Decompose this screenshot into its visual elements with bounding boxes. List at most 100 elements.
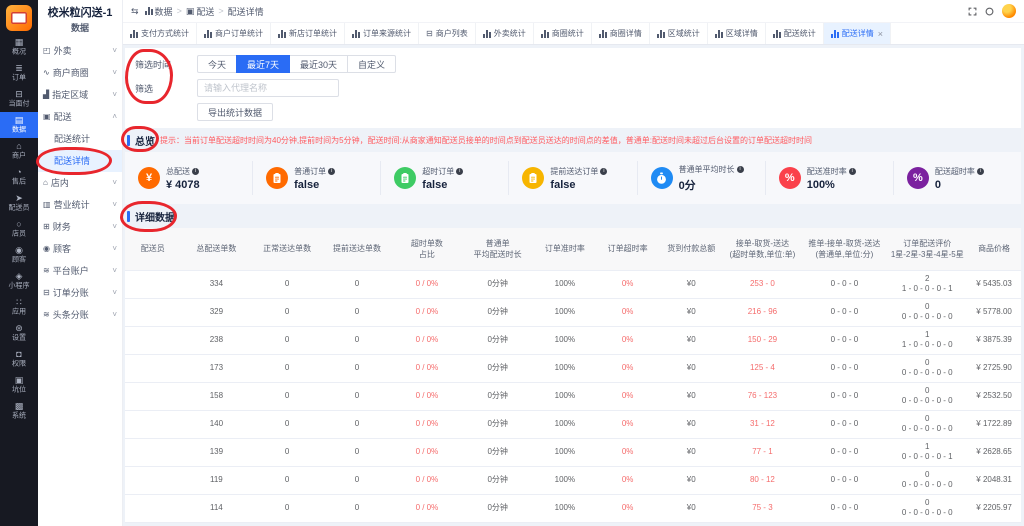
cell-push: 0 - 0 - 0 xyxy=(801,466,888,495)
stats-icon: ▥ xyxy=(43,200,51,209)
breadcrumb-item-data[interactable]: 数据 xyxy=(144,5,173,18)
sidebar-item-platform-account[interactable]: ≋ 平台账户 ˅ xyxy=(38,260,122,282)
col-header-accept-pickup-deliver: 接单-取货-送达 (超时单数,单位:单) xyxy=(723,228,802,271)
app-title: 校米粒闪送-1 xyxy=(47,7,113,19)
levels-icon: ≋ xyxy=(43,266,50,275)
collapse-sidebar-icon[interactable]: ⇆ xyxy=(131,5,139,16)
app-logo[interactable] xyxy=(6,5,32,31)
sidebar-item-delivery[interactable]: ▣ 配送 ˄ xyxy=(38,106,122,128)
sidebar-item-instore[interactable]: ⌂ 店内 ˅ xyxy=(38,172,122,194)
cell-total: 158 xyxy=(180,382,253,411)
stat-value: false xyxy=(550,178,576,191)
cell-avg: 0分钟 xyxy=(461,410,534,439)
tab-delivery-detail[interactable]: 配送详情 × xyxy=(823,23,891,44)
stat-card-ontime-rate: % 配送准时率 i 100% xyxy=(764,161,893,195)
cell-avg: 0分钟 xyxy=(461,298,534,327)
tab-district-stats[interactable]: 商圈统计 xyxy=(534,23,592,44)
rail-item-settings[interactable]: ⊛ 设置 xyxy=(0,320,38,346)
merchant-icon: ⌂ xyxy=(16,141,22,151)
rail-item-customer[interactable]: ◉ 顾客 xyxy=(0,242,38,268)
rail-item-aftersale[interactable]: ◔ 售后 xyxy=(0,164,38,190)
rail-item-merchant[interactable]: ⌂ 商户 xyxy=(0,138,38,164)
tab-payment-method-stats[interactable]: 支付方式统计 xyxy=(123,23,197,44)
tab-merchant-list[interactable]: ⊟ 商户列表 xyxy=(419,23,476,44)
stat-info: 提前送达订单 i false xyxy=(550,166,608,191)
breadcrumb-item-delivery[interactable]: ▣ 配送 xyxy=(186,5,215,18)
rail-item-data[interactable]: ▤ 数据 xyxy=(0,112,38,138)
cell-blur xyxy=(125,354,181,383)
sidebar-item-label: 外卖 xyxy=(53,46,72,56)
apps-icon: ∷ xyxy=(16,297,22,307)
breadcrumb-label: 数据 xyxy=(154,6,173,17)
rail-item-slot[interactable]: ▣ 坑位 xyxy=(0,372,38,398)
rating-stars: 0 - 0 - 0 - 0 - 0 xyxy=(901,312,953,321)
close-tab-icon[interactable]: × xyxy=(877,28,883,39)
theme-circle-icon[interactable] xyxy=(985,7,994,16)
col-header-early-delivered: 提前送达单数 xyxy=(322,228,392,271)
col-header-line2: 1星-2星-3星-4星-5星 xyxy=(890,249,964,259)
export-button[interactable]: 导出统计数据 xyxy=(197,103,274,121)
sidebar-item-delivery-detail[interactable]: 配送详情 xyxy=(38,150,122,172)
cell-ontime: 100% xyxy=(533,494,597,523)
col-header-line2: (超时单数,单位:单) xyxy=(729,249,796,259)
stat-info: 超时订单 i false xyxy=(422,166,464,191)
rail-item-clerk[interactable]: ○ 店员 xyxy=(0,216,38,242)
rail-item-face-pay[interactable]: ⊟ 当面付 xyxy=(0,86,38,112)
user-avatar[interactable] xyxy=(1002,4,1016,18)
rail-item-permission[interactable]: ◘ 权限 xyxy=(0,346,38,372)
tab-district-detail[interactable]: 商圈详情 xyxy=(592,23,650,44)
sidebar-item-customers[interactable]: ◉ 顾客 ˅ xyxy=(38,238,122,260)
percent-icon: % xyxy=(906,167,929,189)
tab-new-store-order-stats[interactable]: 新店订单统计 xyxy=(271,23,345,44)
rail-item-apps[interactable]: ∷ 应用 xyxy=(0,294,38,320)
cell-pickup: 125 - 4 xyxy=(723,354,802,383)
store-icon: ⌂ xyxy=(43,178,48,187)
percent-icon: % xyxy=(778,167,801,189)
system-icon: ▩ xyxy=(14,401,24,411)
cell-cod: ¥0 xyxy=(658,326,724,355)
rail-item-system[interactable]: ▩ 系统 xyxy=(0,398,38,424)
logo-mark-icon xyxy=(11,12,27,24)
tab-region-detail[interactable]: 区域详情 xyxy=(708,23,766,44)
sidebar-item-region[interactable]: ▟ 指定区域 ˅ xyxy=(38,84,122,106)
rail-item-courier[interactable]: ➤ 配送员 xyxy=(0,190,38,216)
sidebar-item-merchant-district[interactable]: ∿ 商户商圈 ˅ xyxy=(38,62,122,84)
sidebar-item-toutiao-split[interactable]: ≋ 头条分账 ˅ xyxy=(38,304,122,326)
time-option-custom[interactable]: 自定义 xyxy=(347,55,397,73)
breadcrumb-item-delivery-detail[interactable]: 配送详情 xyxy=(228,5,264,18)
sidebar-item-business-stats[interactable]: ▥ 营业统计 ˅ xyxy=(38,194,122,216)
rail-item-label: 当面付 xyxy=(8,99,30,108)
sidebar-item-takeout[interactable]: ◰ 外卖 ˅ xyxy=(38,40,122,62)
time-option-last-7-days[interactable]: 最近7天 xyxy=(236,55,291,73)
tab-merchant-order-stats[interactable]: 商户订单统计 xyxy=(197,23,271,44)
rail-item-miniapp[interactable]: ◈ 小程序 xyxy=(0,268,38,294)
tab-takeout-stats[interactable]: 外卖统计 xyxy=(476,23,534,44)
sidebar-item-finance[interactable]: ⊞ 财务 ˅ xyxy=(38,216,122,238)
tab-order-source-stats[interactable]: 订单来源统计 xyxy=(345,23,419,44)
col-header-line1: 总配送单数 xyxy=(196,244,237,254)
agent-name-input[interactable] xyxy=(197,79,339,97)
fullscreen-icon[interactable] xyxy=(968,7,977,16)
main-area: ⇆ 数据 > ▣ 配送 > 配送详情 支付方式统计 商户订单统计 新店订单统计 订单来源统计 ⊟ 商… xyxy=(123,0,1024,526)
tab-delivery-stats[interactable]: 配送统计 xyxy=(766,23,824,44)
cell-ontime: 100% xyxy=(533,298,597,327)
time-option-last-30-days[interactable]: 最近30天 xyxy=(289,55,349,73)
sidebar-item-delivery-stats[interactable]: 配送统计 xyxy=(38,128,122,150)
rail-item-overview[interactable]: ▦ 概况 xyxy=(0,34,38,60)
cell-price: ¥ 3875.39 xyxy=(967,326,1021,355)
tab-region-stats[interactable]: 区域统计 xyxy=(650,23,708,44)
permission-icon: ◘ xyxy=(16,349,22,359)
stat-card-overtime-rate: % 配送超时率 i 0 xyxy=(892,161,1021,195)
col-header-goods-price: 商品价格 xyxy=(967,228,1021,271)
stat-value: 100% xyxy=(806,178,835,191)
rail-item-orders[interactable]: ≣ 订单 xyxy=(0,60,38,86)
sidebar-item-order-split[interactable]: ⊟ 订单分账 ˅ xyxy=(38,282,122,304)
sidebar-item-label: 配送 xyxy=(53,112,72,122)
time-option-today[interactable]: 今天 xyxy=(197,55,238,73)
cell-push: 0 - 0 - 0 xyxy=(801,354,888,383)
